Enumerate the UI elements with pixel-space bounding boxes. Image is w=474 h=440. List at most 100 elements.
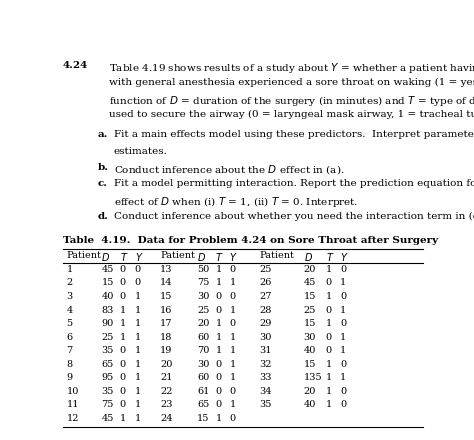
Text: $D$: $D$ [197,251,206,263]
Text: with general anesthesia experienced a sore throat on waking (1 = yes) as a: with general anesthesia experienced a so… [109,77,474,87]
Text: 28: 28 [259,305,272,315]
Text: 70: 70 [197,346,210,355]
Text: 27: 27 [259,292,272,301]
Text: 30: 30 [197,360,210,369]
Text: d.: d. [98,212,109,221]
Text: 0: 0 [340,319,346,328]
Text: 4.24: 4.24 [63,61,88,70]
Text: 5: 5 [66,319,73,328]
Text: 0: 0 [135,265,141,274]
Text: 0: 0 [215,305,221,315]
Text: 0: 0 [326,333,332,341]
Text: 1: 1 [135,346,141,355]
Text: 0: 0 [215,292,221,301]
Text: 1: 1 [340,373,346,382]
Text: 32: 32 [259,360,272,369]
Text: $Y$: $Y$ [229,251,238,263]
Text: 0: 0 [340,400,346,409]
Text: 1: 1 [135,400,141,409]
Text: 1: 1 [215,333,222,341]
Text: c.: c. [98,179,108,188]
Text: 0: 0 [340,387,346,396]
Text: Conduct inference about the $D$ effect in (a).: Conduct inference about the $D$ effect i… [114,163,344,176]
Text: 25: 25 [197,305,210,315]
Text: 1: 1 [229,305,236,315]
Text: Table 4.19 shows results of a study about $Y$ = whether a patient having surgery: Table 4.19 shows results of a study abou… [109,61,474,75]
Text: Conduct inference about whether you need the interaction term in (c).: Conduct inference about whether you need… [114,212,474,221]
Text: 12: 12 [66,414,79,423]
Text: 11: 11 [66,400,79,409]
Text: 0: 0 [229,414,236,423]
Text: 0: 0 [135,279,141,287]
Text: Fit a model permitting interaction. Report the prediction equation for the: Fit a model permitting interaction. Repo… [114,179,474,188]
Text: 1: 1 [135,373,141,382]
Text: 75: 75 [197,279,210,287]
Text: 90: 90 [101,319,114,328]
Text: 60: 60 [197,373,209,382]
Text: 19: 19 [160,346,173,355]
Text: Patient: Patient [66,251,101,260]
Text: 0: 0 [120,279,126,287]
Text: 61: 61 [197,387,210,396]
Text: 0: 0 [120,360,126,369]
Text: 1: 1 [326,319,332,328]
Text: 0: 0 [340,292,346,301]
Text: 15: 15 [101,279,114,287]
Text: 1: 1 [66,265,73,274]
Text: 6: 6 [66,333,73,341]
Text: 50: 50 [197,265,209,274]
Text: 0: 0 [120,373,126,382]
Text: 0: 0 [326,346,332,355]
Text: 45: 45 [101,265,114,274]
Text: 1: 1 [215,414,222,423]
Text: 20: 20 [160,360,173,369]
Text: 20: 20 [303,387,316,396]
Text: 22: 22 [160,387,173,396]
Text: 7: 7 [66,346,73,355]
Text: 40: 40 [101,292,114,301]
Text: 65: 65 [101,360,114,369]
Text: 23: 23 [160,400,173,409]
Text: $T$: $T$ [120,251,128,263]
Text: 15: 15 [303,319,316,328]
Text: 0: 0 [120,265,126,274]
Text: 1: 1 [135,305,141,315]
Text: 1: 1 [215,346,222,355]
Text: 135: 135 [303,373,322,382]
Text: 1: 1 [340,305,346,315]
Text: 20: 20 [303,265,316,274]
Text: 10: 10 [66,387,79,396]
Text: 25: 25 [303,305,316,315]
Text: 3: 3 [66,292,73,301]
Text: 15: 15 [160,292,173,301]
Text: 24: 24 [160,414,173,423]
Text: 1: 1 [326,400,332,409]
Text: 35: 35 [101,387,114,396]
Text: 40: 40 [303,346,316,355]
Text: $T$: $T$ [215,251,224,263]
Text: 35: 35 [101,346,114,355]
Text: 65: 65 [197,400,209,409]
Text: 0: 0 [340,360,346,369]
Text: 0: 0 [326,279,332,287]
Text: 14: 14 [160,279,173,287]
Text: 1: 1 [135,360,141,369]
Text: 18: 18 [160,333,173,341]
Text: 31: 31 [259,346,272,355]
Text: 25: 25 [101,333,114,341]
Text: 1: 1 [135,292,141,301]
Text: 0: 0 [229,387,236,396]
Text: 1: 1 [215,319,222,328]
Text: 0: 0 [229,319,236,328]
Text: 1: 1 [135,319,141,328]
Text: $D$: $D$ [303,251,312,263]
Text: 16: 16 [160,305,173,315]
Text: 1: 1 [229,279,236,287]
Text: 0: 0 [215,400,221,409]
Text: 0: 0 [120,292,126,301]
Text: 0: 0 [215,373,221,382]
Text: 1: 1 [326,387,332,396]
Text: 1: 1 [229,373,236,382]
Text: 1: 1 [120,305,126,315]
Text: 1: 1 [229,333,236,341]
